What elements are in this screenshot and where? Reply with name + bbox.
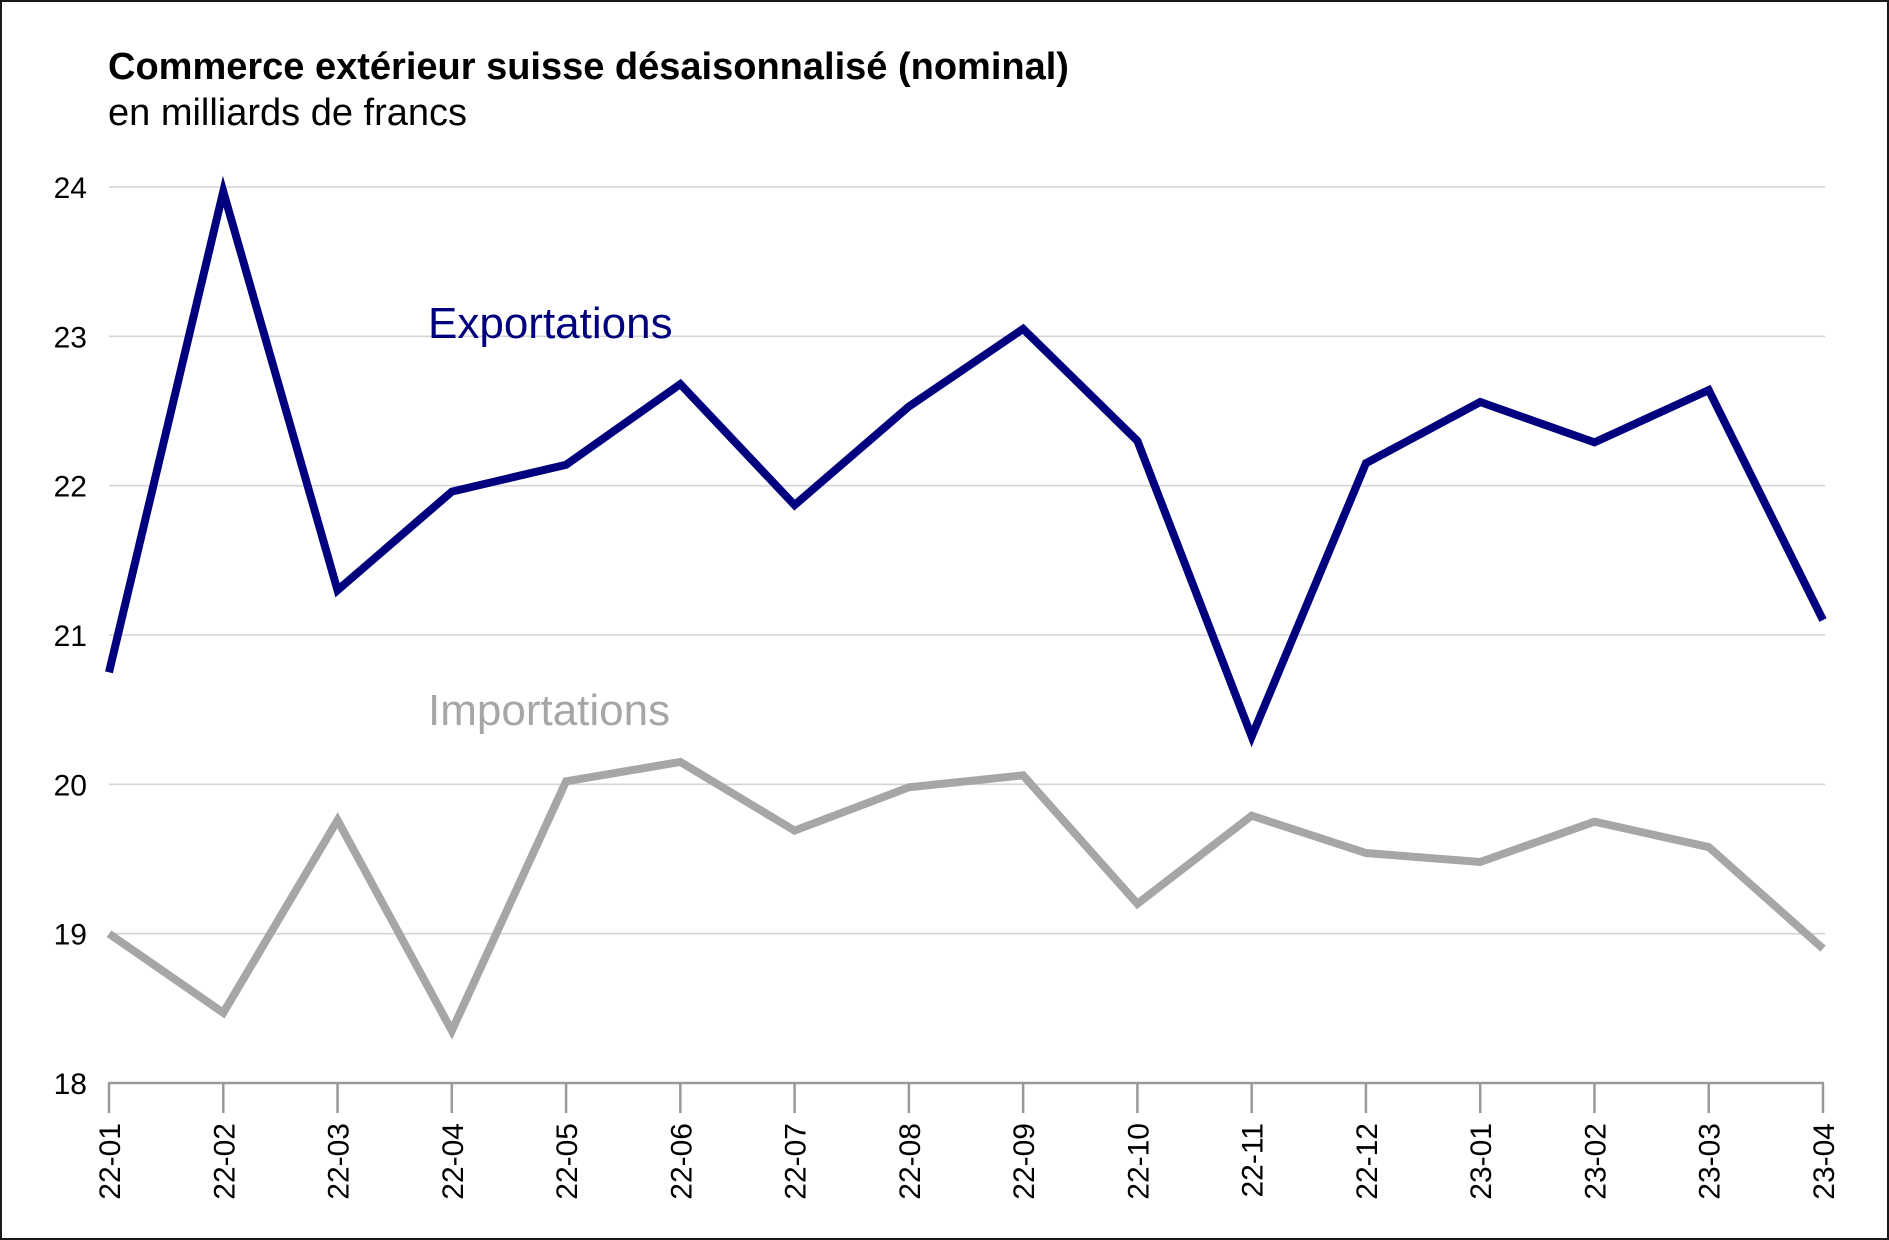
x-tick-label: 23-02	[1579, 1123, 1612, 1200]
chart-subtitle: en milliards de francs	[108, 92, 468, 134]
x-tick-label: 23-01	[1465, 1123, 1498, 1200]
series-line-importations	[106, 757, 1826, 1040]
x-tick-label: 23-04	[1808, 1123, 1841, 1200]
series-label-exportations: Exportations	[428, 299, 673, 348]
x-tick-label: 22-12	[1351, 1123, 1384, 1200]
x-tick-label: 22-03	[323, 1123, 356, 1200]
x-tick-label: 22-02	[208, 1123, 241, 1200]
x-tick-label: 22-04	[437, 1123, 470, 1200]
y-tick-label: 21	[54, 620, 87, 653]
y-tick-label: 24	[54, 172, 87, 205]
x-tick-label: 22-11	[1237, 1123, 1270, 1198]
x-tick-label: 22-05	[551, 1123, 584, 1200]
y-tick-label: 22	[54, 471, 87, 504]
chart-title: Commerce extérieur suisse désaisonnalisé…	[108, 46, 1069, 88]
x-tick-label: 22-07	[780, 1123, 813, 1200]
y-tick-label: 18	[54, 1068, 87, 1101]
x-tick-label: 22-08	[894, 1123, 927, 1200]
series-label-importations: Importations	[428, 686, 670, 735]
y-tick-label: 20	[54, 769, 87, 802]
x-tick-label: 22-06	[665, 1123, 698, 1200]
y-tick-label: 19	[54, 919, 87, 952]
y-tick-label: 23	[54, 321, 87, 354]
x-tick-label: 23-03	[1694, 1123, 1727, 1200]
x-tick-label: 22-09	[1008, 1123, 1041, 1200]
series-line-exportations	[105, 175, 1827, 748]
x-tick-label: 22-01	[94, 1123, 127, 1200]
x-tick-label: 22-10	[1122, 1123, 1155, 1200]
